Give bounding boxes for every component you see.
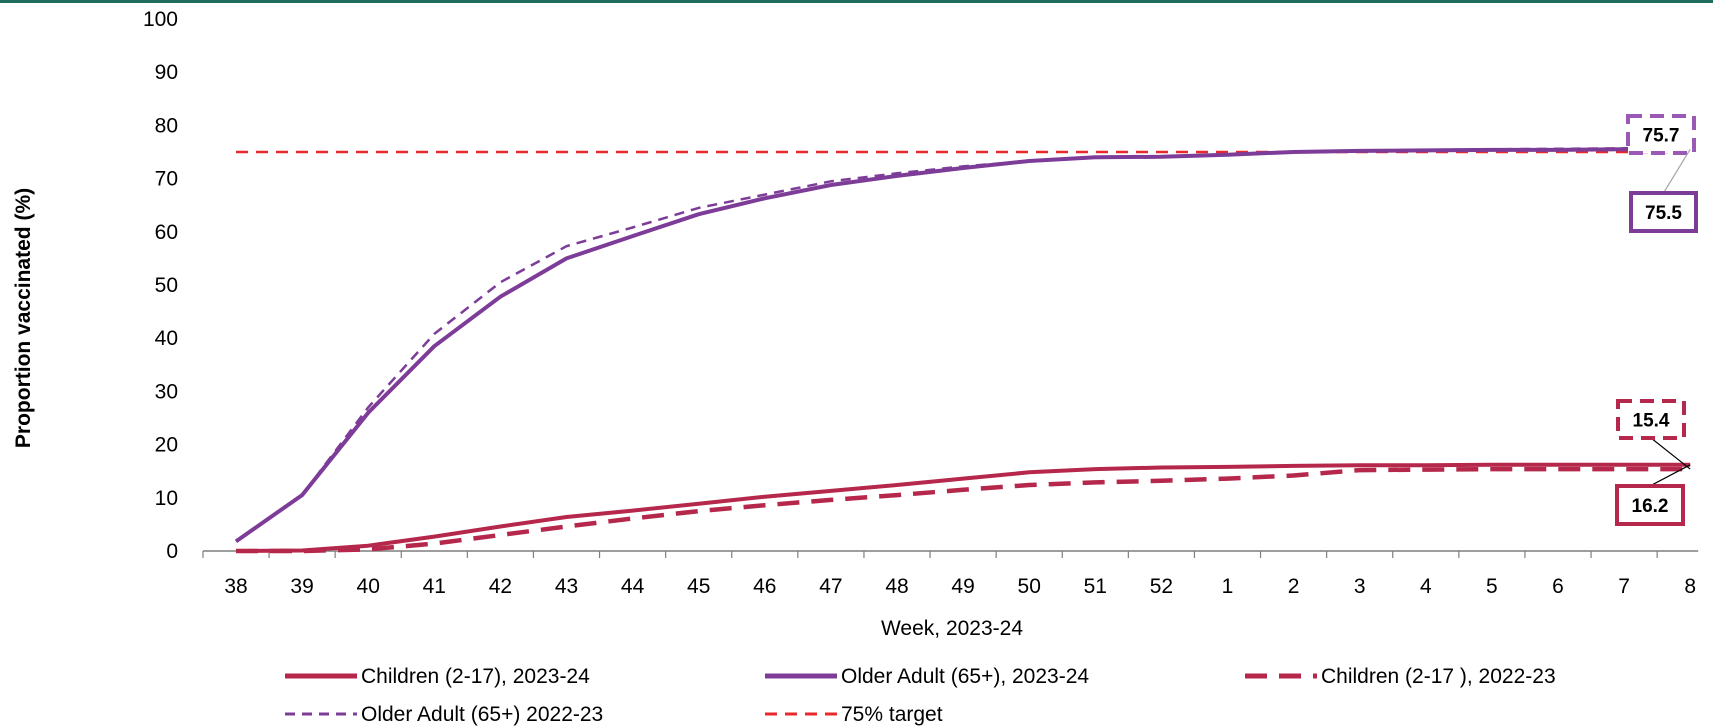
series-line-older-adult-65-2023-24 [234,147,1691,544]
y-tick-label: 70 [155,168,178,191]
series-line-older-adult-65-2022-23 [235,147,1691,543]
legend-label: 75% target [841,703,943,726]
x-tick-label: 40 [357,575,380,598]
axes [202,550,1699,558]
y-tick-label: 100 [143,8,178,31]
y-tick-label: 30 [155,380,178,403]
x-tick-label: 8 [1684,575,1696,598]
x-tick-label: 5 [1486,575,1498,598]
x-tick-label: 47 [819,575,842,598]
y-tick-label: 60 [155,221,178,244]
y-tick-label: 80 [155,114,178,137]
callout-box [1626,114,1696,155]
x-tick-label: 50 [1018,575,1041,598]
x-tick-label: 48 [885,575,908,598]
callout-leader [1662,149,1691,194]
x-tick-label: 43 [555,575,578,598]
x-tick-label: 6 [1552,575,1564,598]
x-tick-label: 3 [1354,575,1366,598]
callout-leader [1649,464,1691,487]
callouts: 75.7 75.5 15.4 16.2 [1615,114,1698,526]
legend: Children (2-17), 2023-24 Older Adult (65+… [285,665,1556,726]
top-rule [0,0,1713,3]
callout-leader [1650,437,1691,470]
callout-label: 75.5 [1645,203,1682,224]
x-axis-title: Week, 2023-24 [881,617,1023,640]
x-tick-label: 44 [621,575,645,598]
callout-box [1616,399,1686,440]
legend-label: Children (2-17 ), 2022-23 [1321,665,1556,688]
x-tick-labels: 38 39 40 41 42 43 44 45 46 47 48 49 50 51 52 1 2 3 4 5 6 7 8 [224,575,1696,598]
y-tick-label: 90 [155,61,178,84]
x-tick-label: 41 [423,575,446,598]
x-tick-label: 7 [1618,575,1630,598]
y-tick-label: 50 [155,274,178,297]
legend-label: Children (2-17), 2023-24 [361,665,590,688]
x-tick-label: 46 [753,575,776,598]
y-tick-label: 0 [166,540,178,563]
callout-label: 75.7 [1643,126,1680,147]
y-tick-labels: 0 10 20 30 40 50 60 70 80 90 100 [143,8,178,563]
x-tick-label: 52 [1150,575,1173,598]
x-tick-label: 42 [489,575,512,598]
x-tick-label: 1 [1222,575,1234,598]
x-tick-label: 4 [1420,575,1432,598]
x-tick-label: 49 [951,575,974,598]
y-tick-label: 20 [155,434,178,457]
callout-box [1629,191,1698,233]
y-tick-label: 40 [155,327,178,350]
y-axis-title: Proportion vaccinated (%) [12,188,35,448]
x-tick-label: 45 [687,575,710,598]
series-layer [234,147,1691,554]
series-line-children-2-17-2022-23 [236,466,1691,554]
callout-box [1615,484,1685,526]
y-tick-label: 10 [155,487,178,510]
legend-label: Older Adult (65+) 2022-23 [361,703,603,726]
x-tick-label: 2 [1288,575,1300,598]
x-tick-label: 38 [224,575,247,598]
legend-label: Older Adult (65+), 2023-24 [841,665,1089,688]
callout-label: 16.2 [1632,496,1669,517]
series-line-children-2-17-2023-24 [235,462,1691,553]
callout-label: 15.4 [1633,411,1670,432]
x-tick-label: 39 [290,575,313,598]
x-tick-label: 51 [1084,575,1107,598]
